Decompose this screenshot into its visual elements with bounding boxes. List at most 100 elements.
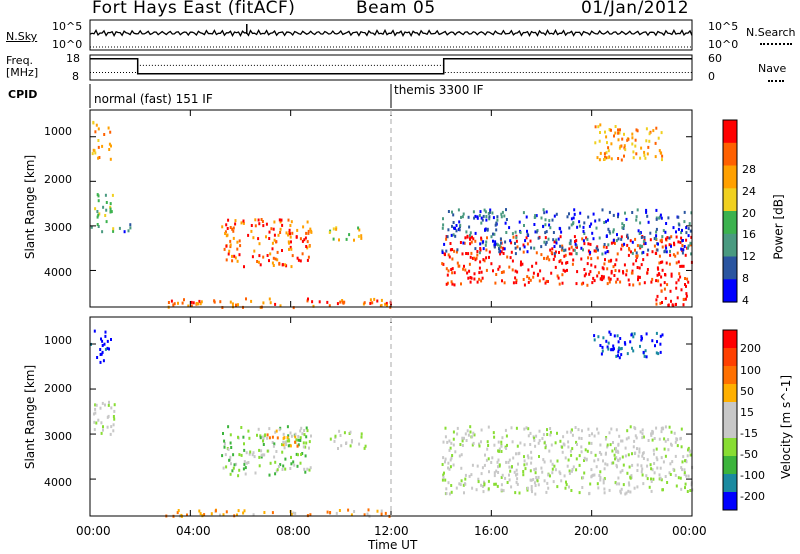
power-cell [446, 235, 449, 239]
velocity-cell [465, 439, 468, 442]
power-cell [336, 302, 339, 306]
power-cell [461, 215, 464, 219]
power-cell [598, 236, 601, 240]
power-cell [272, 227, 275, 231]
velocity-cell [450, 441, 453, 445]
velocity-cell [580, 445, 583, 449]
power-cell [676, 251, 679, 255]
velocity-cell [339, 434, 342, 437]
velocity-cell [295, 438, 298, 442]
velocity-cell [487, 487, 490, 491]
power-cell [480, 238, 483, 242]
velocity-cell [247, 461, 250, 464]
velocity-cell [464, 482, 467, 486]
velocity-cell [497, 465, 499, 469]
power-cell [564, 253, 567, 257]
velocity-cell [568, 485, 570, 489]
velocity-cell [466, 429, 469, 433]
power-cell [236, 240, 239, 244]
power-cell [544, 281, 547, 285]
power-cell [568, 212, 570, 216]
power-cell [599, 151, 602, 155]
velocity-cell [625, 437, 628, 441]
power-cell [646, 253, 649, 257]
power-cell [446, 281, 449, 285]
velocity-cell [464, 473, 467, 477]
velocity-cell [689, 489, 692, 492]
velocity-cell [583, 459, 585, 462]
velocity-cell [598, 474, 601, 477]
power-cell [594, 265, 597, 269]
power-cell [659, 215, 661, 219]
power-cell [589, 250, 592, 254]
velocity-cell [661, 333, 664, 337]
power-cell [542, 277, 545, 281]
power-cell [540, 216, 543, 220]
power-cell [545, 210, 548, 214]
velocity-cell [261, 435, 264, 439]
velocity-cell [99, 360, 102, 364]
power-cell [642, 258, 645, 262]
power-cell [632, 283, 635, 287]
power-cell [657, 272, 660, 276]
velocity-cell [487, 444, 490, 447]
velocity-cell [602, 478, 605, 482]
velocity-cell [660, 456, 663, 460]
velocity-cell [500, 488, 503, 492]
power-cell [302, 225, 305, 229]
power-cell [534, 215, 537, 219]
velocity-cell [683, 471, 686, 475]
velocity-cell [101, 401, 104, 405]
power-cell [593, 279, 596, 283]
velocity-cell [256, 433, 258, 437]
power-cell [485, 256, 488, 260]
power-cell [535, 261, 538, 265]
power-cell [279, 227, 282, 231]
velocity-cell [564, 456, 567, 460]
velocity-cell [513, 470, 516, 474]
power-cell [625, 217, 628, 221]
power-cell [641, 244, 644, 248]
velocity-cell [655, 447, 658, 451]
power-cell [466, 234, 469, 238]
power-cell [262, 301, 265, 305]
velocity-cell [214, 509, 217, 513]
velocity-cell [285, 443, 288, 446]
velocity-cell [289, 444, 292, 448]
power-colorbar-frame [722, 119, 738, 303]
velocity-cell [628, 483, 631, 487]
power-cell [236, 247, 239, 251]
velocity-cell [502, 489, 505, 493]
power-cell [538, 279, 541, 283]
velocity-cell [650, 489, 653, 493]
velocity-cell [641, 454, 644, 458]
velocity-cell [290, 462, 293, 466]
velocity-cell [522, 470, 525, 473]
power-cell [288, 241, 291, 245]
power-cell [112, 227, 115, 231]
velocity-cell [583, 471, 586, 475]
nsky-tick-top: 10^5 [52, 20, 83, 33]
power-cell [649, 238, 652, 242]
power-cell [670, 244, 672, 248]
power-cell [268, 230, 271, 234]
velocity-cell [630, 474, 633, 478]
power-cell [98, 212, 101, 216]
power-cell [509, 239, 512, 243]
velocity-ytick-1000: 4000 [44, 476, 72, 489]
power-cell [600, 274, 603, 278]
power-cell [465, 230, 468, 234]
power-colorbar-swatch [723, 165, 737, 189]
velocity-cell [558, 470, 561, 474]
velocity-cell [608, 431, 611, 435]
velocity-cell [535, 476, 538, 479]
power-cell [290, 265, 293, 269]
power-cell [462, 212, 465, 216]
velocity-cell [227, 425, 230, 429]
power-cell [498, 247, 500, 250]
velocity-cell [505, 447, 508, 450]
power-cell [107, 126, 110, 130]
power-cell [301, 239, 304, 243]
velocity-cell [614, 457, 616, 461]
velocity-cell [595, 465, 598, 469]
